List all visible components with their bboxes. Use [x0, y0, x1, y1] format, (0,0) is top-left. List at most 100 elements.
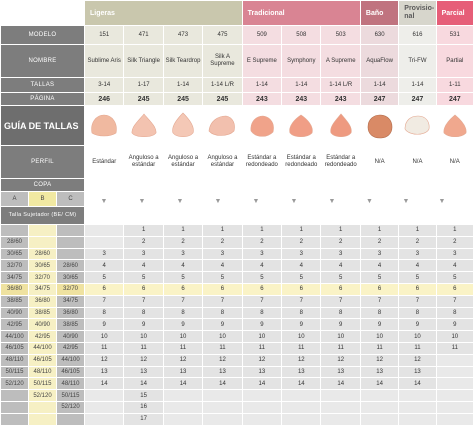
size-value: 12	[359, 353, 400, 367]
down-arrow-icon: ▼	[199, 198, 238, 205]
tallas-label: TALLAS	[0, 77, 86, 93]
size-value: 10	[162, 330, 204, 343]
size-value: 4	[320, 259, 361, 273]
size-value: 11	[123, 341, 164, 355]
pagina-cell: 246	[84, 92, 125, 106]
size-value	[398, 400, 437, 414]
size-value	[359, 389, 400, 402]
band-size-a	[0, 224, 29, 237]
group-provisional: Provisio-nal	[398, 0, 437, 26]
nombre-cell: Silk Teardrop	[162, 44, 204, 78]
size-value: 9	[162, 318, 204, 332]
size-value: 5	[202, 271, 243, 284]
nombre-cell: Sublime Aris	[84, 44, 125, 78]
size-value	[202, 412, 243, 426]
size-value: 9	[123, 318, 164, 332]
size-value: 13	[359, 365, 400, 379]
pagina-cell: 245	[162, 92, 204, 106]
size-value: 8	[359, 306, 400, 320]
nombre-cell: AquaFlow	[359, 44, 400, 78]
modelo-cell: 531	[435, 25, 474, 45]
size-value: 10	[123, 330, 164, 343]
size-value: 12	[281, 353, 322, 367]
prosthesis-image	[320, 105, 361, 146]
size-value: 10	[435, 330, 474, 343]
down-arrow-icon: ▼	[351, 198, 389, 205]
breast-form-image	[289, 114, 313, 137]
size-value: 4	[123, 259, 164, 273]
pagina-row: PÁGINA 246 245 245 245 243 243 243 247 247 247	[0, 92, 474, 106]
size-value: 5	[398, 271, 437, 284]
modelo-cell: 508	[281, 25, 322, 45]
perfil-cell: Estándar a redondeado	[320, 145, 361, 179]
size-value: 7	[320, 294, 361, 308]
size-value: 8	[398, 306, 437, 320]
size-value: 7	[123, 294, 164, 308]
size-value	[241, 400, 283, 414]
size-value: 2	[241, 235, 283, 249]
band-size-c: 36/80	[55, 306, 86, 320]
size-value	[359, 400, 400, 414]
prosthesis-image	[123, 105, 164, 146]
size-value	[281, 400, 322, 414]
size-value: 8	[162, 306, 204, 320]
size-value: 5	[281, 271, 322, 284]
band-size-b: 34/75	[28, 282, 57, 296]
size-value	[398, 412, 437, 426]
nombre-cell: Silk Triangle	[123, 44, 164, 78]
tallas-cell: 1-17	[123, 77, 164, 93]
band-size-a	[0, 412, 29, 426]
size-value: 14	[123, 377, 164, 391]
size-value: 4	[435, 259, 474, 273]
size-row: 40/90 38/85 36/80 8 8 8 8 8 8 8 8 8 8	[0, 306, 474, 320]
down-arrow-icon: ▼	[313, 198, 352, 205]
modelo-label: MODELO	[0, 25, 86, 45]
band-size-c: 46/105	[55, 365, 86, 379]
modelo-cell: 630	[359, 25, 400, 45]
size-row: 52/120 16	[0, 400, 474, 414]
size-value: 10	[398, 330, 437, 343]
band-size-c: 40/90	[55, 330, 86, 343]
perfil-cell: Estándar	[84, 145, 125, 179]
band-size-b: 32/70	[28, 271, 57, 284]
size-value: 1	[162, 224, 204, 237]
tallas-cell: 1-14	[241, 77, 283, 93]
band-size-a: 44/100	[0, 330, 29, 343]
size-value: 4	[241, 259, 283, 273]
size-value: 12	[202, 353, 243, 367]
band-size-c	[55, 235, 86, 249]
size-value	[320, 400, 361, 414]
size-value: 1	[123, 224, 164, 237]
size-value: 14	[320, 377, 361, 391]
size-value: 1	[398, 224, 437, 237]
size-value: 5	[241, 271, 283, 284]
nombre-cell: E Supreme	[241, 44, 283, 78]
prosthesis-image	[202, 105, 243, 146]
group-bano: Baño	[359, 0, 400, 26]
size-value: 2	[320, 235, 361, 249]
copa-row: COPA ▼ ▼ ▼ ▼ ▼ ▼ ▼ ▼ ▼ ▼	[0, 178, 474, 225]
size-value: 1	[241, 224, 283, 237]
breast-form-image	[250, 115, 274, 137]
image-row: GUÍA DE TALLAS	[0, 105, 474, 146]
nombre-label: NOMBRE	[0, 44, 86, 78]
pagina-cell: 247	[435, 92, 474, 106]
band-size-b: 40/90	[28, 318, 57, 332]
size-value: 2	[435, 235, 474, 249]
band-size-a: 50/115	[0, 365, 29, 379]
nombre-cell: Tri-FW	[398, 44, 437, 78]
band-size-a: 38/85	[0, 294, 29, 308]
size-value: 4	[162, 259, 204, 273]
size-value: 15	[123, 389, 164, 402]
size-value: 4	[202, 259, 243, 273]
band-size-a: 36/80	[0, 282, 29, 296]
size-value	[202, 400, 243, 414]
tallas-cell: 1-14 L/R	[320, 77, 361, 93]
size-row: 52/120 50/115 15	[0, 389, 474, 402]
nombre-row: NOMBRE Sublime Aris Silk Triangle Silk Tea…	[0, 44, 474, 78]
breast-form-image	[443, 114, 467, 137]
prosthesis-image	[435, 105, 474, 146]
band-size-a: 46/105	[0, 341, 29, 355]
band-size-a	[0, 400, 29, 414]
size-value: 8	[281, 306, 322, 320]
